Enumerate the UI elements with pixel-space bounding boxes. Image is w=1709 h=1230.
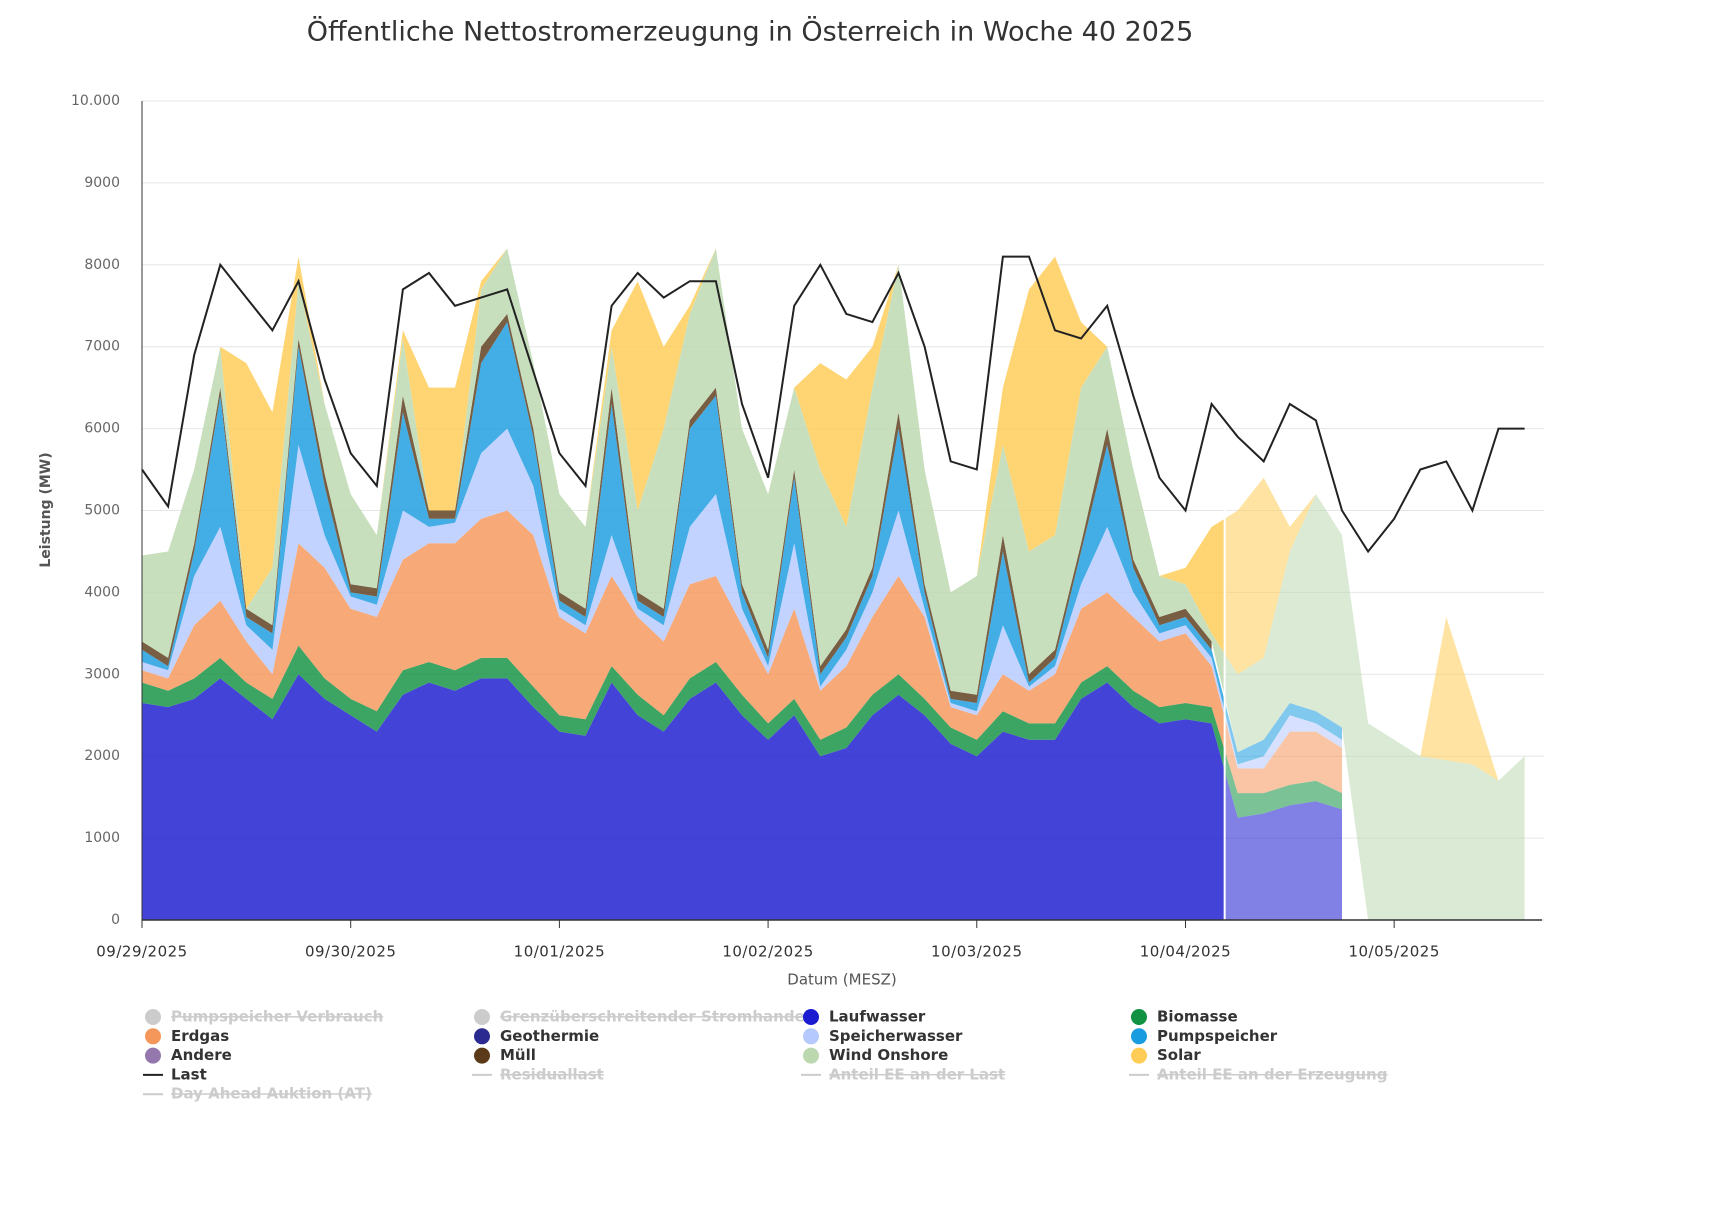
x-tick-label: 10/05/2025 xyxy=(1348,943,1439,961)
x-tick-label: 09/29/2025 xyxy=(96,943,187,961)
legend-label[interactable]: Biomasse xyxy=(1157,1008,1238,1026)
y-tick-label: 1000 xyxy=(84,830,120,846)
legend-label[interactable]: Wind Onshore xyxy=(829,1046,948,1064)
legend-label[interactable]: Last xyxy=(171,1065,207,1083)
y-tick-label: 5000 xyxy=(84,503,120,519)
y-tick-label: 9000 xyxy=(84,175,120,191)
y-tick-label: 4000 xyxy=(84,584,120,600)
area xyxy=(142,428,1342,769)
x-tick-label: 10/03/2025 xyxy=(931,943,1022,961)
legend-marker xyxy=(145,1028,161,1045)
legend-label[interactable]: Laufwasser xyxy=(829,1008,926,1026)
y-tick-label: 6000 xyxy=(84,421,120,437)
legend-label[interactable]: Pumpspeicher xyxy=(1157,1027,1278,1045)
x-tick-label: 10/02/2025 xyxy=(722,943,813,961)
y-axis-title: Leistung (MW) xyxy=(38,452,54,567)
legend-label[interactable]: Erdgas xyxy=(171,1027,229,1045)
y-tick-label: 8000 xyxy=(84,257,120,273)
chart-title: Öffentliche Nettostromerzeugung in Öster… xyxy=(307,16,1194,48)
legend-marker xyxy=(803,1009,819,1025)
legend-label[interactable]: Solar xyxy=(1157,1046,1201,1064)
legend-marker xyxy=(1131,1047,1147,1064)
area xyxy=(142,510,1342,794)
legend-marker xyxy=(803,1047,819,1064)
y-tick-label: 3000 xyxy=(84,666,120,682)
legend-label[interactable]: Andere xyxy=(171,1046,232,1064)
legend-marker xyxy=(1131,1028,1147,1045)
x-tick-label: 09/30/2025 xyxy=(305,943,396,961)
legend-marker xyxy=(474,1047,490,1064)
area xyxy=(142,248,1525,920)
legend-label[interactable]: Anteil EE an der Erzeugung xyxy=(1157,1065,1387,1083)
legend-marker xyxy=(803,1028,819,1045)
area xyxy=(142,674,1342,920)
legend-label[interactable]: Day Ahead Auktion (AT) xyxy=(171,1085,372,1103)
legend-marker xyxy=(145,1009,161,1025)
x-axis-title: Datum (MESZ) xyxy=(787,971,896,989)
legend-label[interactable]: Geothermie xyxy=(500,1027,599,1045)
area xyxy=(142,248,1525,781)
line xyxy=(141,255,1525,554)
legend-label[interactable]: Anteil EE an der Last xyxy=(829,1065,1005,1083)
legend-marker xyxy=(474,1028,490,1045)
y-tick-label: 0 xyxy=(111,912,120,928)
legend-label[interactable]: Residuallast xyxy=(500,1065,604,1083)
legend-label[interactable]: Speicherwasser xyxy=(829,1027,963,1045)
legend-label[interactable]: Müll xyxy=(500,1046,536,1064)
legend-marker xyxy=(145,1047,161,1064)
y-tick-label: 2000 xyxy=(84,748,120,764)
legend-marker xyxy=(1131,1009,1147,1025)
legend-label[interactable]: Pumpspeicher Verbrauch xyxy=(171,1008,383,1026)
legend-marker xyxy=(474,1009,490,1025)
y-tick-label: 10.000 xyxy=(71,93,120,109)
x-tick-label: 10/04/2025 xyxy=(1140,943,1231,961)
y-tick-label: 7000 xyxy=(84,339,120,355)
legend-label[interactable]: Grenzüberschreitender Stromhandel xyxy=(500,1008,810,1026)
x-tick-label: 10/01/2025 xyxy=(514,943,605,961)
